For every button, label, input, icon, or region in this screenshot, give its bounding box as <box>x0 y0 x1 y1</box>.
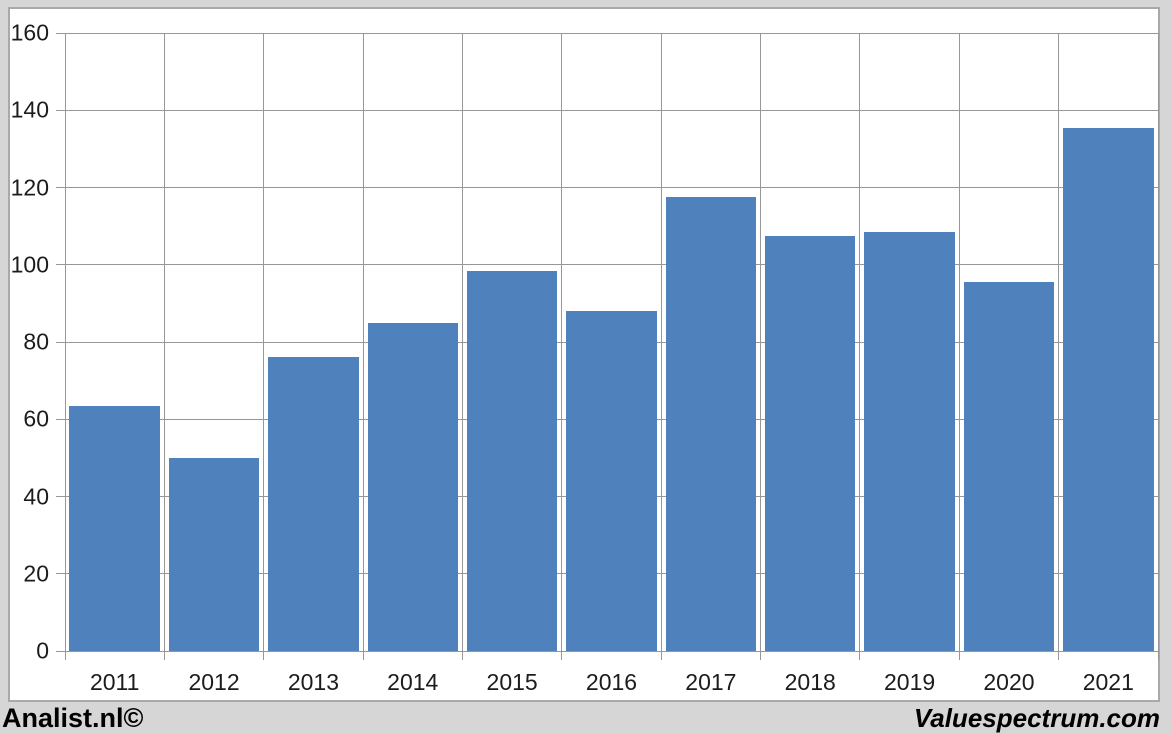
bar-2015 <box>466 270 558 651</box>
x-axis-tick <box>163 651 165 660</box>
footer-strip: Analist.nl© Valuespectrum.com <box>0 702 1172 734</box>
vertical-gridline <box>461 33 463 651</box>
vertical-gridline <box>958 33 960 651</box>
horizontal-gridline <box>65 32 1158 34</box>
analist-watermark: Analist.nl© <box>2 703 144 733</box>
x-axis-labels: 2011 2012 2013 2014 2015 2016 2017 2018 2019 2020… <box>65 669 1158 699</box>
horizontal-gridline <box>65 264 1158 266</box>
y-axis-tick <box>56 650 65 652</box>
x-axis-tick <box>561 651 563 660</box>
x-axis-tick-label: 2020 <box>983 669 1035 695</box>
x-axis-tick <box>362 651 364 660</box>
x-axis-tick-label: 2015 <box>486 669 538 695</box>
x-axis-tick <box>859 651 861 660</box>
y-axis-tick <box>56 496 65 497</box>
x-axis-tick <box>1058 651 1060 660</box>
horizontal-gridline <box>65 650 1158 652</box>
x-axis-tick <box>660 651 662 660</box>
y-axis-tick <box>56 573 65 575</box>
x-axis-tick <box>263 651 265 660</box>
vertical-gridline <box>163 33 165 651</box>
x-axis-tick <box>958 651 960 660</box>
y-axis-tick <box>56 187 65 188</box>
x-axis-tick-label: 2017 <box>685 669 737 695</box>
x-axis-tick-label: 2013 <box>287 669 339 695</box>
vertical-gridline <box>859 33 861 651</box>
horizontal-gridline <box>65 109 1158 111</box>
vertical-gridline <box>1058 33 1060 651</box>
bar-2012 <box>168 457 260 651</box>
x-axis-tick <box>1157 651 1159 660</box>
y-axis-tick-label: 160 <box>10 19 49 46</box>
x-axis-tick-label: 2021 <box>1082 669 1134 695</box>
bar-2019 <box>864 231 955 651</box>
x-axis-tick <box>64 651 66 660</box>
bar-2021 <box>1063 127 1154 651</box>
vertical-gridline <box>660 33 662 651</box>
bar-2011 <box>69 405 160 651</box>
y-axis-ticks <box>56 32 65 652</box>
x-axis-tick <box>760 651 762 660</box>
chart-panel: 0 20 40 60 80 100 120 140 160 2011 2012 2013 2014 20… <box>8 7 1160 702</box>
y-axis-tick-label: 100 <box>10 251 49 278</box>
y-axis-tick <box>56 418 65 420</box>
x-axis-tick-label: 2016 <box>585 669 638 695</box>
y-axis-tick <box>56 264 65 266</box>
x-axis-tick-label: 2019 <box>883 669 936 695</box>
x-axis-tick-label: 2018 <box>784 669 836 695</box>
y-axis-tick <box>56 32 65 34</box>
vertical-gridline <box>1157 33 1159 651</box>
y-axis-tick-label: 20 <box>23 560 49 587</box>
y-axis-tick-label: 140 <box>10 96 49 123</box>
bar-2016 <box>566 311 657 651</box>
valuespectrum-watermark: Valuespectrum.com <box>913 703 1160 733</box>
horizontal-gridline <box>65 187 1158 188</box>
y-axis-tick-label: 80 <box>23 328 49 355</box>
x-axis-tick-label: 2011 <box>89 669 140 695</box>
bar-2013 <box>268 357 359 651</box>
bar-2017 <box>665 197 757 651</box>
vertical-gridline <box>362 33 364 651</box>
plot-area <box>64 32 1159 652</box>
x-axis-tick <box>461 651 463 660</box>
vertical-gridline <box>760 33 762 651</box>
y-axis-labels: 0 20 40 60 80 100 120 140 160 <box>10 20 49 664</box>
x-axis-ticks <box>64 651 1159 660</box>
y-axis-tick <box>56 109 65 111</box>
y-axis-tick-label: 120 <box>10 174 49 200</box>
bar-2020 <box>963 282 1055 651</box>
x-axis-tick-label: 2012 <box>188 669 240 695</box>
y-axis-tick-label: 40 <box>23 483 49 509</box>
vertical-gridline <box>263 33 265 651</box>
vertical-gridline <box>561 33 563 651</box>
y-axis-tick-label: 60 <box>23 405 49 432</box>
bar-2018 <box>765 235 856 651</box>
y-axis-tick <box>56 341 65 343</box>
y-axis-tick-label: 0 <box>36 637 49 664</box>
x-axis-tick-label: 2014 <box>387 669 439 695</box>
y-axis-line <box>64 33 66 651</box>
bar-2014 <box>367 322 458 651</box>
